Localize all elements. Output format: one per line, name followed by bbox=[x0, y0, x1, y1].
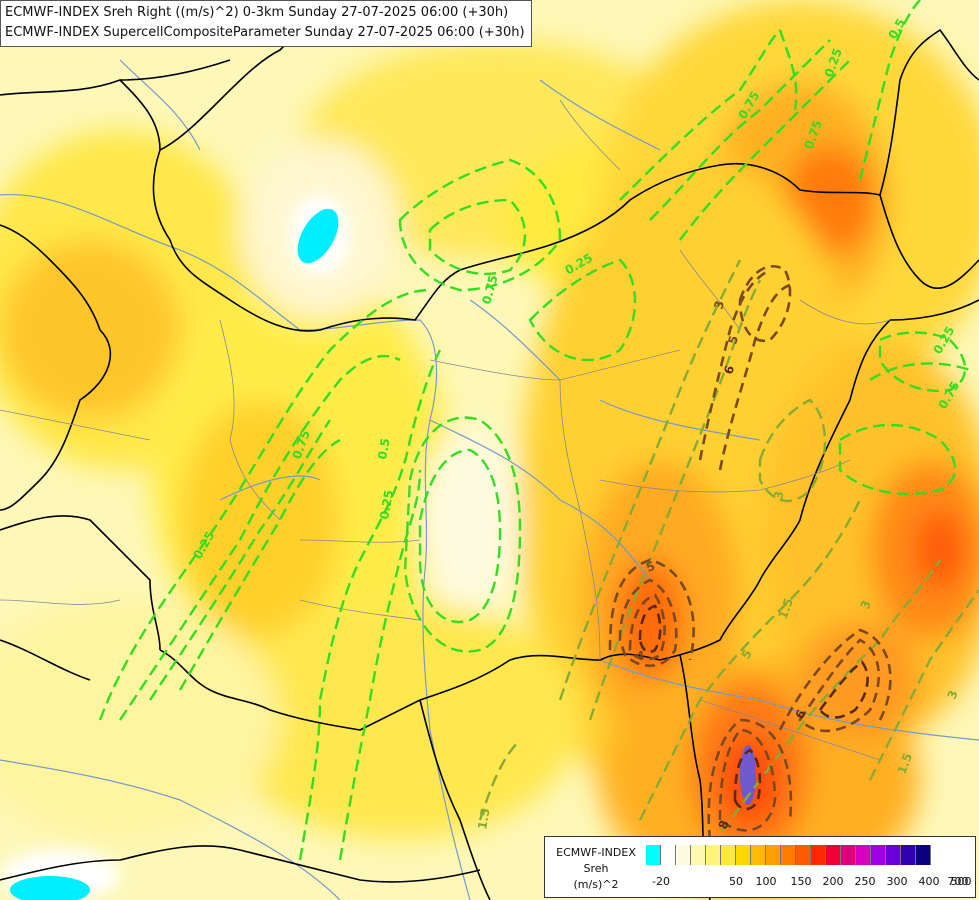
contour-label: 1.5 bbox=[895, 751, 915, 776]
high-sreh-core bbox=[740, 745, 756, 805]
legend-swatch bbox=[721, 845, 736, 865]
legend-title-param: Sreh bbox=[583, 862, 609, 875]
map-title-box: ECMWF-INDEX Sreh Right ((m/s)^2) 0-3km S… bbox=[0, 0, 532, 47]
title-sreh: ECMWF-INDEX Sreh Right ((m/s)^2) 0-3km S… bbox=[5, 5, 509, 20]
scp-contours-high bbox=[608, 264, 892, 841]
legend-swatch bbox=[661, 845, 676, 865]
legend-swatch bbox=[826, 845, 841, 865]
contour-label: 1.5 bbox=[475, 807, 492, 830]
title-scp: ECMWF-INDEX SupercellCompositeParameter … bbox=[5, 25, 525, 40]
legend-swatch bbox=[646, 845, 661, 865]
contour-label: 6 bbox=[721, 364, 737, 376]
legend-swatch bbox=[676, 845, 691, 865]
legend-ticks: -20 50 100 150 200 250 300 400 500 700 bbox=[646, 875, 976, 891]
legend-titles: ECMWF-INDEX Sreh (m/s)^2 bbox=[549, 845, 643, 893]
legend-tick: 400 bbox=[918, 875, 940, 888]
legend-tick: 500 bbox=[950, 875, 972, 888]
legend-swatch bbox=[781, 845, 796, 865]
legend-swatch bbox=[886, 845, 901, 865]
contour-label: 3 bbox=[711, 299, 727, 311]
contour-label: 3 bbox=[771, 490, 786, 501]
legend-swatch bbox=[916, 845, 931, 865]
legend-title-unit: (m/s)^2 bbox=[573, 878, 619, 891]
negative-sreh-area bbox=[297, 208, 339, 264]
legend-swatches bbox=[646, 845, 931, 865]
legend-swatch bbox=[706, 845, 721, 865]
legend-swatch bbox=[901, 845, 916, 865]
legend-tick: 300 bbox=[886, 875, 908, 888]
contour-label: 0.5 bbox=[375, 437, 392, 460]
scp-contours-mid bbox=[478, 259, 979, 861]
legend-swatch bbox=[811, 845, 826, 865]
legend-swatch bbox=[691, 845, 706, 865]
legend-tick: 700 bbox=[947, 875, 969, 888]
negative-sreh-area-south bbox=[10, 876, 90, 900]
legend-tick: 200 bbox=[822, 875, 844, 888]
scp-contours-max bbox=[638, 604, 869, 811]
contour-label: 4 bbox=[636, 649, 644, 663]
rivers bbox=[0, 59, 979, 900]
color-legend: ECMWF-INDEX Sreh (m/s)^2 -20 50 100 150 … bbox=[544, 836, 976, 898]
scp-contours-low bbox=[98, 0, 971, 861]
legend-swatch bbox=[796, 845, 811, 865]
legend-swatch bbox=[751, 845, 766, 865]
legend-tick: 250 bbox=[854, 875, 876, 888]
legend-tick: 100 bbox=[755, 875, 777, 888]
legend-swatch bbox=[766, 845, 781, 865]
legend-swatch bbox=[736, 845, 751, 865]
legend-swatch bbox=[841, 845, 856, 865]
legend-tick: 150 bbox=[790, 875, 812, 888]
contour-label: 5 bbox=[725, 334, 741, 346]
legend-tick: 50 bbox=[729, 875, 743, 888]
legend-title-model: ECMWF-INDEX bbox=[556, 846, 636, 859]
contour-label: 0.25 bbox=[377, 489, 396, 521]
contour-label: 1.5 bbox=[776, 596, 796, 621]
legend-swatch bbox=[856, 845, 871, 865]
legend-tick: -20 bbox=[652, 875, 670, 888]
legend-swatch bbox=[871, 845, 886, 865]
